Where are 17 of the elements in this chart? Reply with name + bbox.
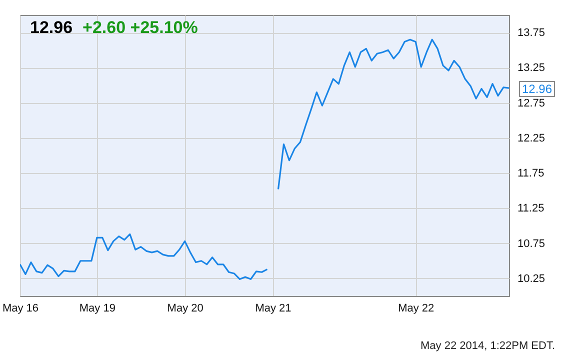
y-tick-label: 13.25 <box>518 62 546 74</box>
chart-subtitle: +2.60 +25.10% <box>82 18 198 37</box>
text: May 22 2014, 1:22PM EDT. <box>420 340 555 352</box>
text: 12.96 <box>519 81 556 97</box>
y-tick-label: 12.25 <box>518 132 546 144</box>
x-tick-label: May 19 <box>79 302 116 314</box>
chart-title: 12.96 <box>30 18 73 37</box>
y-tick-label: 13.75 <box>518 27 546 40</box>
x-tick-label: May 22 <box>398 302 434 314</box>
y-tick-label: 12.75 <box>518 97 546 110</box>
y-tick-label: 11.75 <box>518 168 544 180</box>
x-tick-label: May 20 <box>167 302 204 314</box>
x-tick-label: May 16 <box>2 302 39 314</box>
x-tick-label: May 21 <box>255 302 292 314</box>
y-tick-label: 10.75 <box>518 238 546 250</box>
y-tick-label: 11.25 <box>518 202 544 215</box>
y-tick-label: 10.25 <box>518 272 546 285</box>
